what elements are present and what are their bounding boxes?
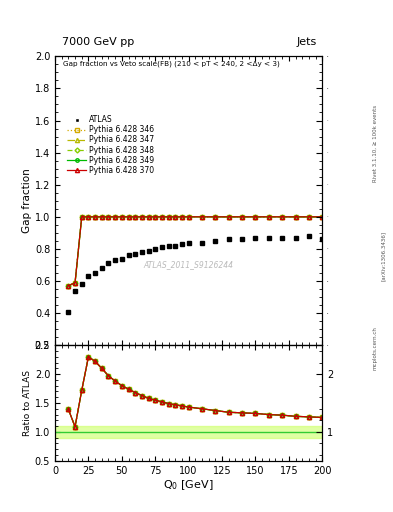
Text: Jets: Jets <box>296 37 317 47</box>
Text: [arXiv:1306.3436]: [arXiv:1306.3436] <box>381 231 386 281</box>
Text: Rivet 3.1.10, ≥ 100k events: Rivet 3.1.10, ≥ 100k events <box>373 105 378 182</box>
Y-axis label: Ratio to ATLAS: Ratio to ATLAS <box>23 370 32 436</box>
Text: mcplots.cern.ch: mcplots.cern.ch <box>373 326 378 370</box>
Text: Gap fraction vs Veto scale(FB) (210 < pT < 240, 2 <Δy < 3): Gap fraction vs Veto scale(FB) (210 < pT… <box>63 60 280 67</box>
X-axis label: Q$_0$ [GeV]: Q$_0$ [GeV] <box>163 478 214 492</box>
Y-axis label: Gap fraction: Gap fraction <box>22 168 32 233</box>
Legend: ATLAS, Pythia 6.428 346, Pythia 6.428 347, Pythia 6.428 348, Pythia 6.428 349, P: ATLAS, Pythia 6.428 346, Pythia 6.428 34… <box>64 112 158 178</box>
Text: ATLAS_2011_S9126244: ATLAS_2011_S9126244 <box>143 260 234 269</box>
Text: 7000 GeV pp: 7000 GeV pp <box>62 37 134 47</box>
